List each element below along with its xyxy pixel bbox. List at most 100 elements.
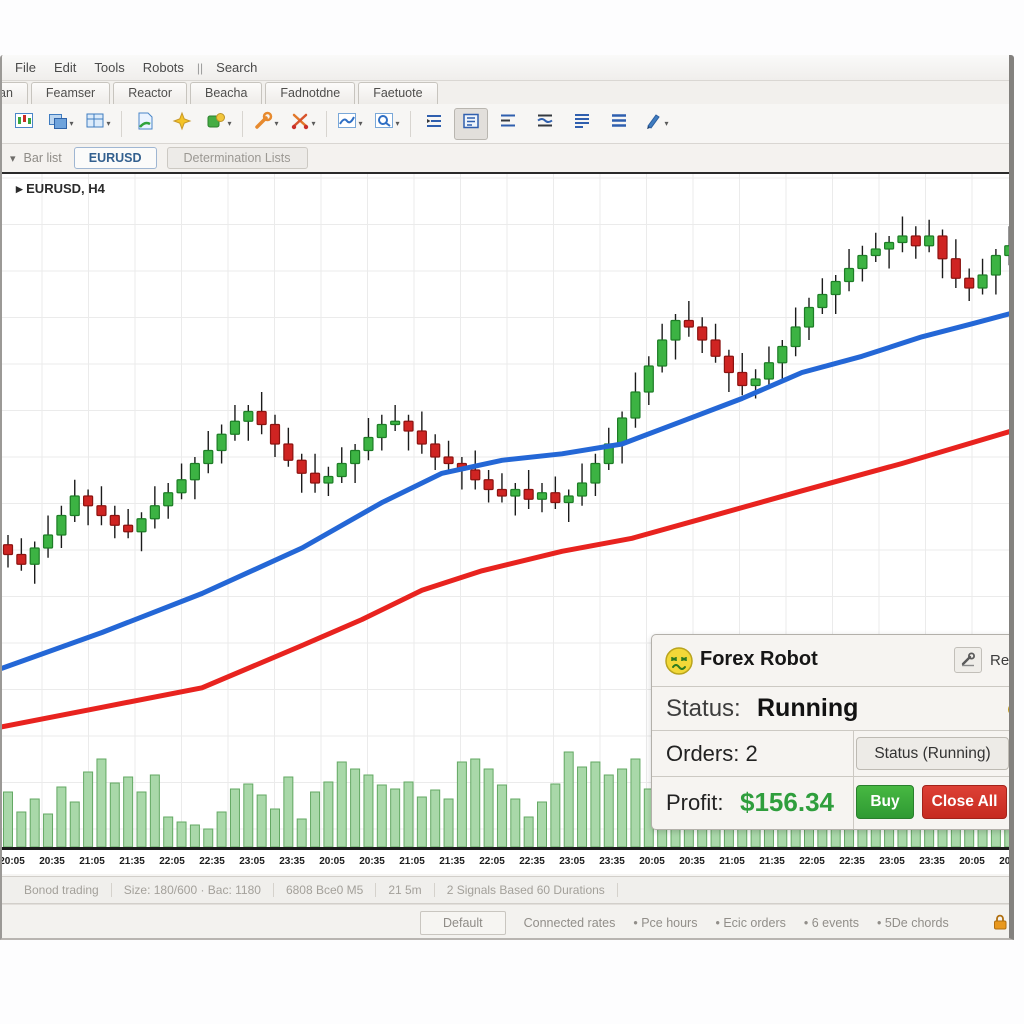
chevron-down-icon: ▾ <box>227 119 232 128</box>
scissors-button[interactable]: ▾ <box>286 108 320 140</box>
chart-templates-icon <box>85 111 105 136</box>
wrap-lines-button[interactable] <box>528 108 562 140</box>
time-label: 21:05 <box>399 856 425 867</box>
time-label: 22:05 <box>159 856 185 867</box>
justify-icon <box>609 111 629 136</box>
app-window: File Edit Tools Robots || Search an Feamser Rea… <box>0 55 1014 940</box>
statusbar-item-3: • 6 events <box>803 915 859 930</box>
wrench-button[interactable]: ▾ <box>249 108 283 140</box>
frame-button[interactable] <box>454 107 488 140</box>
new-order-icon <box>206 111 226 136</box>
statusbar-item-0: Connected rates <box>523 915 616 930</box>
terminal-tab-4[interactable]: 2 Signals Based 60 Durations <box>435 883 618 897</box>
time-label: 22:35 <box>839 856 865 867</box>
chart-tab-bar: ▾ Bar list EURUSD Determination Lists <box>2 144 1009 172</box>
collapse-icon[interactable]: ▾ <box>10 152 16 165</box>
chevron-down-icon: ▾ <box>274 119 279 128</box>
align-right-button[interactable] <box>565 108 599 140</box>
panel-title: Forex Robot <box>700 648 818 670</box>
tab-secondary[interactable]: Determination Lists <box>166 147 308 169</box>
time-label: 23:05 <box>239 856 265 867</box>
toolbar-separator <box>326 110 327 137</box>
chevron-down-icon: ▾ <box>311 119 316 128</box>
ribbon-tab-1[interactable]: Feamser <box>30 82 111 104</box>
zoom-chart-button[interactable]: ▾ <box>370 108 404 140</box>
new-chart-icon <box>14 111 34 136</box>
chevron-down-icon: ▾ <box>664 119 669 128</box>
time-label: 20:05 <box>0 856 25 867</box>
menu-search[interactable]: Search <box>216 60 258 75</box>
zoom-chart-icon <box>374 111 394 136</box>
time-label: 22:05 <box>799 856 825 867</box>
chart-profiles-button[interactable]: ▾ <box>44 108 78 140</box>
ribbon-tab-4[interactable]: Fadnotdne <box>265 82 356 104</box>
time-label: 21:35 <box>439 856 465 867</box>
panel-divider <box>853 731 854 829</box>
time-label: 22:35 <box>519 856 545 867</box>
forex-robot-panel: Forex Robot Remove Status: Running <box>651 634 1014 830</box>
statusbar-profile[interactable]: Default <box>420 910 506 935</box>
refresh-chart-icon <box>135 111 155 136</box>
wrap-lines-icon <box>535 111 555 136</box>
time-label: 20:35 <box>39 856 65 867</box>
time-label: 23:35 <box>599 856 625 867</box>
terminal-tab-0[interactable]: Bonod trading <box>12 883 112 897</box>
time-label: 23:35 <box>919 856 945 867</box>
menu-file[interactable]: File <box>15 60 36 75</box>
pen-icon <box>643 111 663 136</box>
panel-header: Forex Robot Remove <box>652 635 1009 687</box>
terminal-tab-1[interactable]: Size: 180/600 · Bac: 1180 <box>112 883 274 897</box>
indicators-button[interactable]: ▾ <box>333 108 367 140</box>
time-axis: 20:05 20:35 21:05 21:35 22:05 22:35 23:05 23:35… <box>0 852 1014 874</box>
chart-tabs-label: Bar list <box>23 151 62 165</box>
chart-templates-button[interactable]: ▾ <box>81 108 115 140</box>
toolbar-separator <box>410 110 411 137</box>
orders-value: Orders: 2 <box>666 741 758 766</box>
time-label: 20:35 <box>999 856 1014 867</box>
indent-button[interactable] <box>417 108 451 140</box>
frame-icon <box>461 111 481 136</box>
ribbon-tab-5[interactable]: Faetuote <box>358 82 438 104</box>
wrench-icon <box>253 111 273 136</box>
buy-button[interactable]: Buy <box>856 785 914 819</box>
statusbar-item-2: • Ecic orders <box>715 915 786 930</box>
panel-profit-row: Profit: $156.34 Buy Close All <box>652 777 1009 829</box>
new-order-button[interactable]: ▾ <box>202 108 236 140</box>
terminal-tab-3[interactable]: 21 5m <box>376 883 435 897</box>
pen-button[interactable]: ▾ <box>639 108 673 140</box>
crosshair-tool-button[interactable] <box>165 108 199 140</box>
indicators-icon <box>337 111 357 136</box>
new-chart-button[interactable] <box>7 108 41 140</box>
align-left-icon <box>498 111 518 136</box>
time-label: 21:35 <box>759 856 785 867</box>
ribbon-tabs: an Feamser Reactor Beacha Fadnotdne Faetuote <box>2 81 1009 104</box>
settings-icon[interactable] <box>954 647 982 673</box>
panel-remove-button[interactable]: Remove <box>954 647 1009 673</box>
toolbar: ▾ ▾ ▾ ▾ ▾ ▾ ▾ ▾ <box>2 104 1009 144</box>
time-label: 20:35 <box>679 856 705 867</box>
menu-robots[interactable]: Robots <box>142 60 184 75</box>
chevron-down-icon: ▾ <box>106 119 111 128</box>
time-label: 21:05 <box>79 856 105 867</box>
statusbar-item-1: • Pce hours <box>633 915 698 930</box>
menu-tools[interactable]: Tools <box>94 60 125 75</box>
ribbon-tab-0[interactable]: an <box>2 82 28 104</box>
menu-edit[interactable]: Edit <box>53 60 77 75</box>
secondary-dropdown[interactable]: Set <box>1013 737 1014 770</box>
menu-separator: || <box>196 60 204 75</box>
refresh-chart-button[interactable] <box>128 108 162 140</box>
ribbon-tab-3[interactable]: Beacha <box>190 82 263 104</box>
justify-button[interactable] <box>602 108 636 140</box>
time-label: 20:35 <box>359 856 385 867</box>
chevron-down-icon: ▾ <box>69 119 74 128</box>
terminal-tab-2[interactable]: 6808 Bce0 M5 <box>274 883 377 897</box>
terminal-tabs: Bonod trading Size: 180/600 · Bac: 1180 68… <box>2 876 1009 904</box>
align-left-button[interactable] <box>491 108 525 140</box>
status-dropdown[interactable]: Status (Running) <box>856 737 1009 770</box>
chart-profiles-icon <box>48 111 68 136</box>
ribbon-tab-2[interactable]: Reactor <box>113 82 188 104</box>
lock-icon <box>991 913 1009 936</box>
tab-symbol-active[interactable]: EURUSD <box>73 147 157 169</box>
panel-status-row: Status: Running <box>652 687 1009 731</box>
close-all-button[interactable]: Close All <box>922 785 1007 819</box>
